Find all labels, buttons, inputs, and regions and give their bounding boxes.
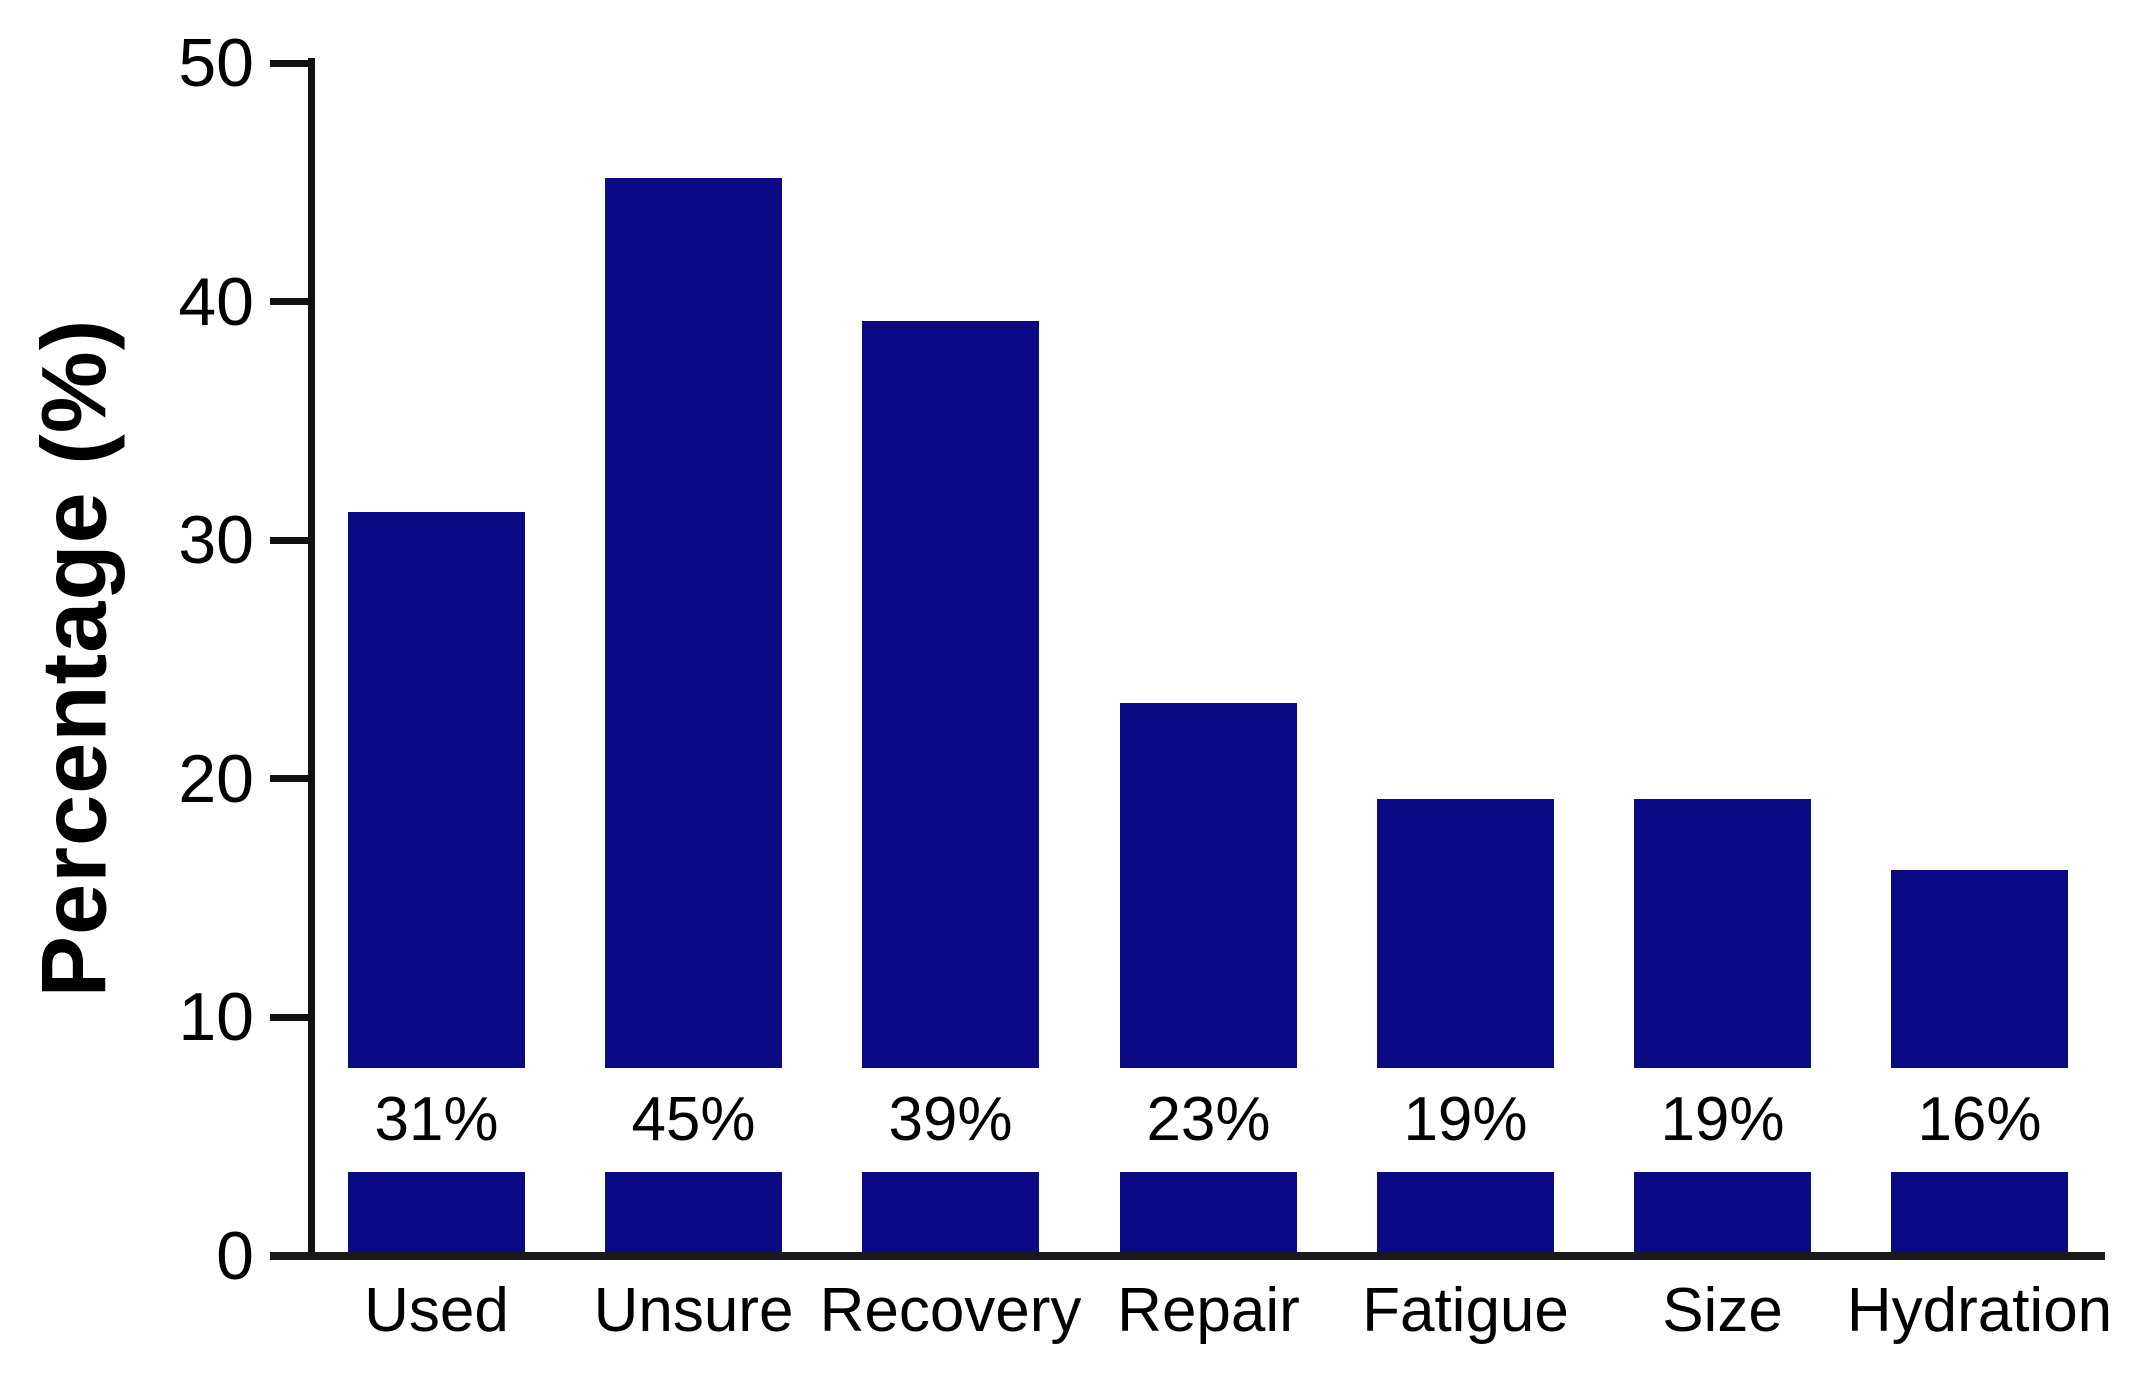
y-tick-mark — [270, 298, 308, 306]
x-tick-label: Recovery — [819, 1276, 1082, 1345]
y-tick-label: 50 — [178, 25, 254, 101]
y-axis-title: Percentage (%) — [23, 318, 126, 998]
bar-value-label: 23% — [1146, 1085, 1271, 1154]
bar-stub-segment — [348, 1172, 525, 1252]
y-tick-label: 10 — [178, 979, 254, 1056]
x-tick-label: Fatigue — [1362, 1276, 1569, 1345]
x-tick-label: Hydration — [1846, 1276, 2113, 1345]
y-tick-label: 30 — [178, 502, 254, 579]
bar-main-segment — [1891, 870, 2068, 1068]
bar-stub-segment — [1634, 1172, 1811, 1252]
y-tick-mark — [270, 775, 308, 783]
y-tick-mark — [270, 1013, 308, 1021]
bar-stub-segment — [862, 1172, 1039, 1252]
bar-main-segment — [1377, 798, 1554, 1068]
x-tick-label: Unsure — [593, 1276, 794, 1345]
x-tick-label: Used — [364, 1276, 509, 1345]
bar-main-segment — [605, 178, 782, 1068]
bar-value-label: 45% — [631, 1085, 756, 1154]
bar-value-label: 19% — [1403, 1085, 1528, 1154]
bar-stub-segment — [1377, 1172, 1554, 1252]
x-tick-label: Repair — [1117, 1276, 1300, 1345]
bar-stub-segment — [1891, 1172, 2068, 1252]
bar-value-label: 19% — [1660, 1085, 1785, 1154]
bar-stub-segment — [1120, 1172, 1297, 1252]
y-tick-mark — [270, 536, 308, 544]
y-tick-label: 0 — [216, 1218, 254, 1294]
y-tick-label: 20 — [178, 740, 254, 817]
bar-value-label: 39% — [888, 1085, 1013, 1154]
x-axis-line — [270, 1252, 2105, 1260]
bar-main-segment — [862, 321, 1039, 1068]
bar-main-segment — [348, 512, 525, 1068]
bar-main-segment — [1634, 798, 1811, 1068]
x-tick-label: Size — [1662, 1276, 1783, 1345]
y-tick-label: 40 — [178, 263, 254, 340]
y-tick-mark — [270, 59, 308, 67]
bar-value-label: 31% — [374, 1085, 499, 1154]
bar-main-segment — [1120, 703, 1297, 1068]
bar-value-label: 16% — [1917, 1085, 2042, 1154]
y-axis-line — [308, 58, 315, 1260]
bar-stub-segment — [605, 1172, 782, 1252]
